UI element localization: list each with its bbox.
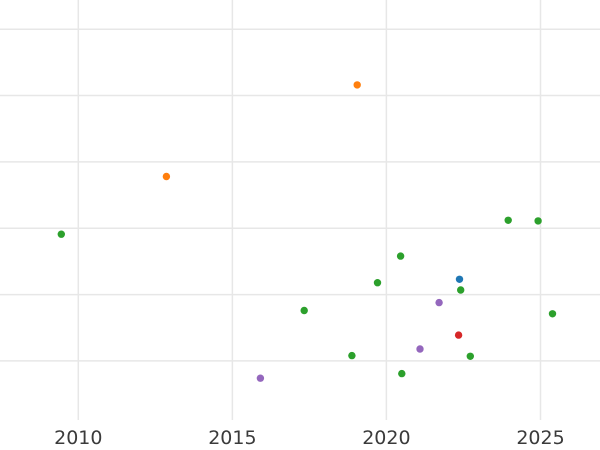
data-point-orange: [162, 172, 171, 181]
x-tick-label: 2010: [54, 427, 102, 449]
data-point-green: [396, 252, 405, 260]
data-point-orange: [353, 81, 361, 89]
data-point-green: [398, 369, 406, 378]
data-point-purple: [256, 374, 265, 382]
x-tick-label: 2025: [516, 427, 564, 449]
data-point-green: [348, 351, 356, 360]
data-point-green: [504, 216, 512, 224]
data-point-blue: [455, 275, 464, 283]
data-point-red: [454, 331, 463, 339]
data-point-green: [57, 230, 65, 238]
x-tick-label: 2020: [362, 427, 410, 449]
data-point-purple: [435, 298, 443, 307]
data-point-green: [548, 310, 557, 318]
data-point-green: [300, 306, 308, 315]
data-point-green: [466, 352, 474, 360]
data-point-green: [534, 217, 542, 225]
data-point-purple: [416, 345, 424, 353]
data-point-green: [373, 279, 382, 287]
data-point-green: [457, 286, 465, 294]
x-tick-label: 2015: [208, 427, 256, 449]
